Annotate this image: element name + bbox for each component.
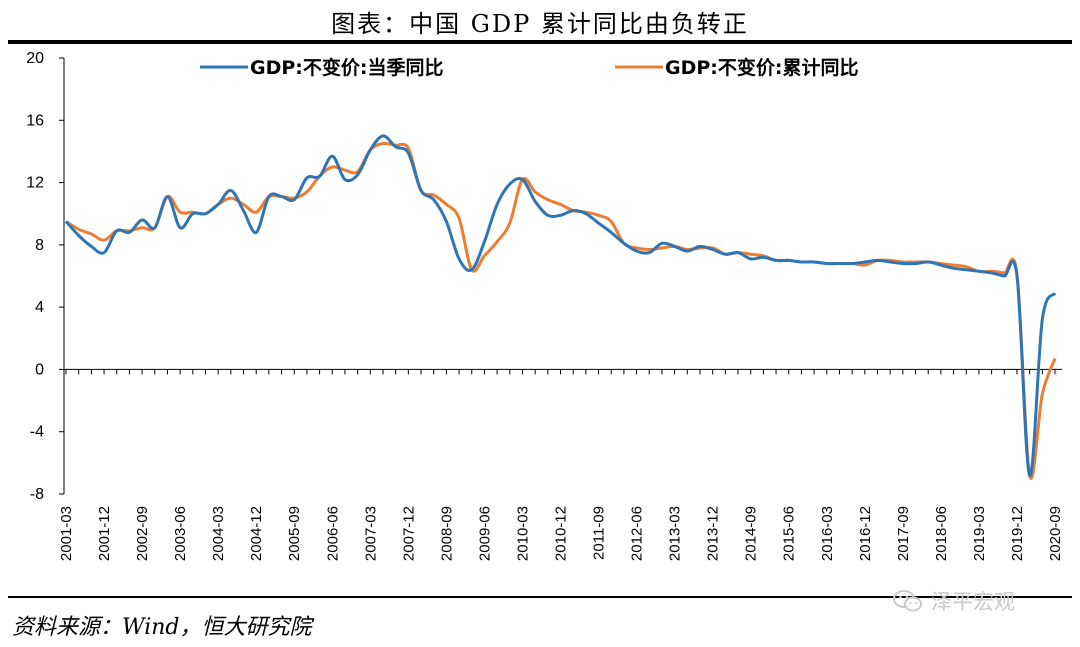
chart-axes (63, 58, 1062, 494)
wechat-icon (893, 590, 922, 612)
x-tick-label: 2013-12 (705, 506, 722, 561)
y-tick-label: -8 (30, 486, 44, 503)
legend-item-cumulative-label: GDP:不变价:累计同比 (665, 56, 859, 79)
x-tick-label: 2009-06 (476, 506, 493, 561)
x-tick-label: 2020-09 (1047, 506, 1064, 561)
x-tick-label: 2018-06 (933, 506, 950, 561)
series-lines (64, 134, 1057, 480)
x-tick-label: 2012-06 (629, 506, 646, 561)
x-tick-label: 2004-12 (248, 506, 265, 561)
x-tick-label: 2014-09 (743, 506, 760, 561)
x-tick-label: 2019-12 (1009, 506, 1026, 561)
y-tick-label: 12 (26, 175, 44, 192)
x-tick-label: 2008-09 (438, 506, 455, 561)
x-tick-label: 2001-03 (58, 506, 75, 561)
x-tick-label: 2013-03 (667, 506, 684, 561)
x-tick-label: 2002-09 (134, 506, 151, 561)
x-tick-label: 2017-09 (895, 506, 912, 561)
chart-title: 图表：中国 GDP 累计同比由负转正 (331, 10, 749, 38)
x-tick-label: 2010-12 (553, 506, 570, 561)
x-tick-label: 2007-03 (362, 506, 379, 561)
x-tick-label: 2001-12 (96, 506, 113, 561)
y-tick-label: 0 (35, 361, 44, 378)
x-tick-label: 2007-12 (400, 506, 417, 561)
x-tick-label: 2015-06 (781, 506, 798, 561)
x-tick-label: 2006-06 (324, 506, 341, 561)
y-axis-ticks: -8 -4 0 4 8 12 16 20 (26, 50, 64, 503)
x-tick-label: 2004-03 (210, 506, 227, 561)
x-axis-ticks: 2001-03 2001-12 2002-09 2003-06 2004-03 2004-… (58, 369, 1064, 561)
bottom-divider (8, 596, 1072, 598)
y-tick-label: -4 (30, 424, 44, 441)
series-line-cumulative (65, 141, 1057, 480)
x-tick-label: 2016-03 (819, 506, 836, 561)
watermark: 泽平宏观 (893, 586, 1015, 616)
chart-legend: GDP:不变价:当季同比 GDP:不变价:累计同比 (200, 56, 859, 79)
top-divider (8, 40, 1072, 44)
x-tick-label: 2016-12 (857, 506, 874, 561)
series-line-quarterly (64, 134, 1057, 477)
x-tick-label: 2003-06 (172, 506, 189, 561)
legend-item-quarterly-label: GDP:不变价:当季同比 (250, 56, 444, 79)
source-note: 资料来源：Wind，恒大研究院 (12, 615, 312, 640)
x-tick-label: 2019-03 (971, 506, 988, 561)
y-tick-label: 20 (26, 50, 44, 67)
x-tick-label: 2011-09 (591, 506, 608, 560)
y-tick-label: 16 (26, 112, 44, 129)
x-tick-label: 2010-03 (514, 506, 531, 561)
line-chart: -8 -4 0 4 8 12 16 20 2001-03 2001-12 2002-09 2003-… (26, 50, 1064, 561)
y-tick-label: 4 (35, 299, 44, 316)
watermark-text: 泽平宏观 (931, 590, 1015, 614)
y-tick-label: 8 (35, 237, 44, 254)
x-tick-label: 2005-09 (286, 506, 303, 561)
